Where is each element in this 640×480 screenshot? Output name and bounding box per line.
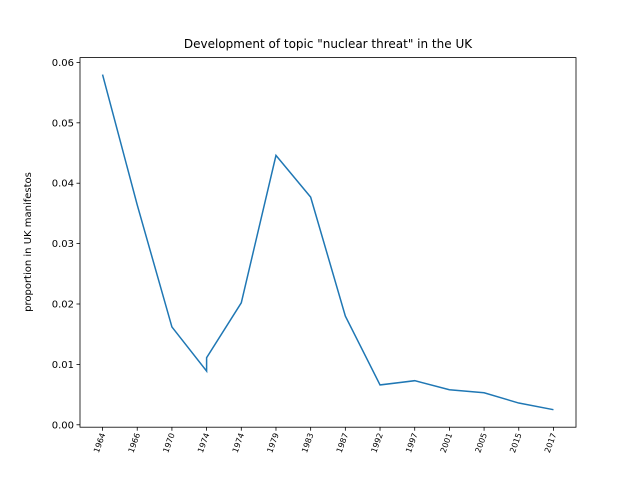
y-axis-label: proportion in UK manifestos (23, 172, 34, 312)
plot-frame (79, 57, 577, 428)
y-tick-label: 0.06 (52, 58, 74, 69)
chart-title: Development of topic "nuclear threat" in… (184, 37, 473, 51)
y-tick-label: 0.00 (52, 420, 74, 431)
line (101, 74, 554, 411)
y-tick-label: 0.01 (52, 360, 74, 371)
y-tick-label: 0.03 (52, 239, 74, 250)
y-tick-label: 0.04 (52, 179, 74, 190)
y-tick-label: 0.05 (52, 118, 74, 129)
y-tick-label: 0.02 (52, 300, 74, 311)
